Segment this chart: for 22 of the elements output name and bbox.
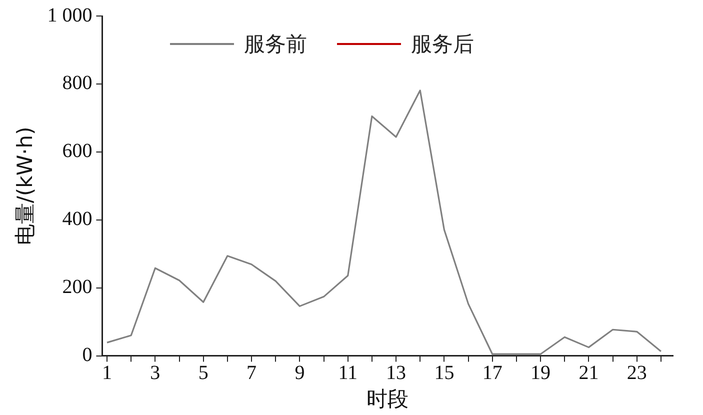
legend-label: 服务前 [244, 31, 307, 58]
x-tick-label: 11 [338, 362, 358, 384]
x-tick-label: 23 [626, 362, 647, 384]
x-tick-label: 19 [530, 362, 551, 384]
x-tick-label: 13 [386, 362, 406, 384]
y-tick-label: 200 [62, 276, 92, 298]
y-axis-title: 电量/(kW·h) [13, 126, 38, 246]
y-tick-label: 600 [62, 140, 92, 162]
x-tick-label: 15 [434, 362, 454, 384]
x-tick-label: 9 [294, 362, 305, 384]
x-tick-label: 5 [198, 362, 208, 384]
y-tick-label: 800 [62, 72, 92, 94]
y-tick-label: 1 000 [47, 4, 92, 26]
x-axis-title: 时段 [366, 386, 409, 411]
y-tick-label: 400 [62, 208, 92, 230]
x-tick-label: 7 [246, 362, 257, 384]
y-tick-label: 0 [82, 344, 92, 366]
x-tick-label: 17 [482, 362, 502, 384]
x-tick-label: 3 [150, 362, 160, 384]
x-tick-label: 21 [578, 362, 599, 384]
legend-label: 服务后 [411, 31, 474, 58]
x-tick-label: 1 [102, 362, 112, 384]
